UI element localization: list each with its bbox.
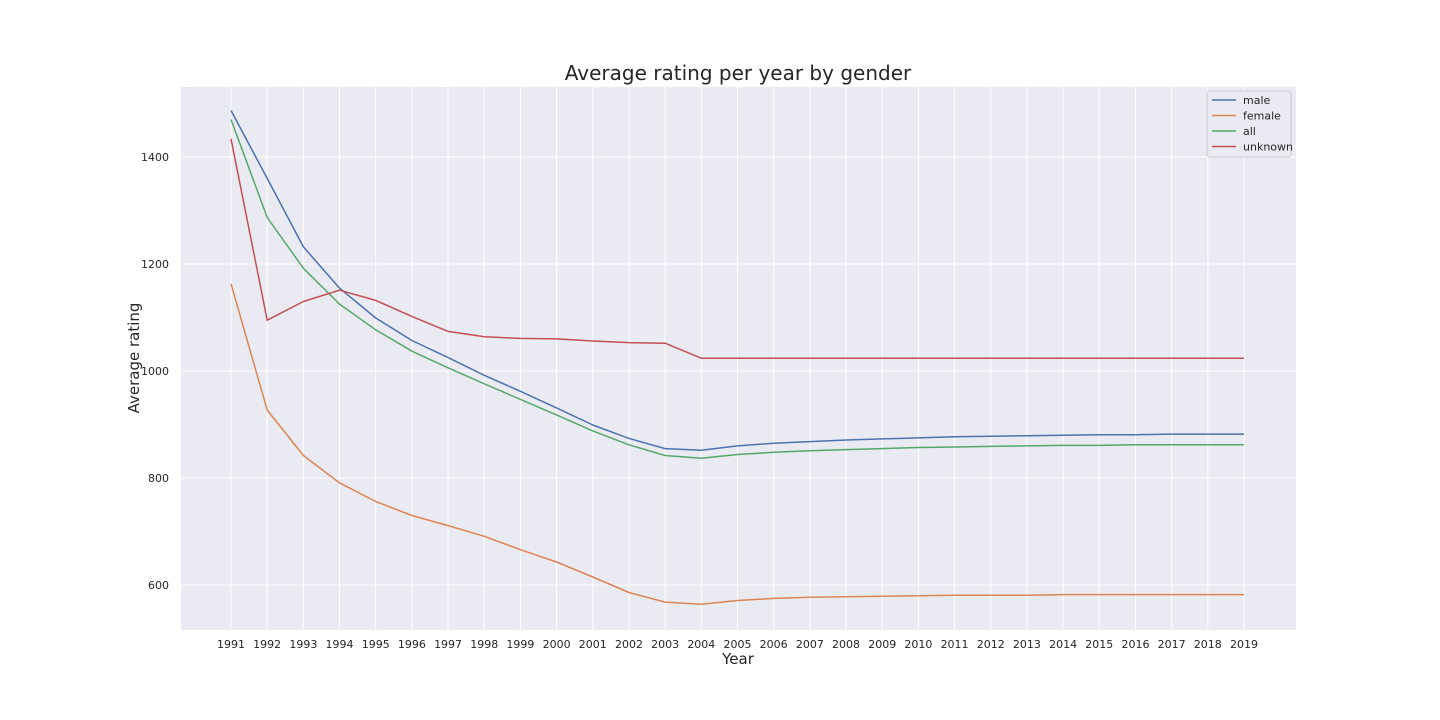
x-tick-label: 1997: [434, 638, 462, 651]
x-tick-label: 2005: [724, 638, 752, 651]
series-lines: [230, 110, 1244, 606]
x-tick-label: 1991: [217, 638, 245, 651]
series-line-male: [230, 110, 1244, 451]
y-tick-label: 1000: [141, 365, 169, 378]
x-tick-label: 1994: [326, 638, 354, 651]
x-tick-label: 1993: [289, 638, 317, 651]
legend-label: male: [1243, 94, 1271, 107]
x-tick-label: 2009: [868, 638, 896, 651]
x-tick-label: 2014: [1049, 638, 1077, 651]
x-tick-label: 1996: [398, 638, 426, 651]
x-tick-label: 2004: [687, 638, 715, 651]
y-tick-label: 800: [148, 472, 169, 485]
x-tick-label: 2006: [760, 638, 788, 651]
x-tick-label: 2007: [796, 638, 824, 651]
x-tick-label: 2001: [579, 638, 607, 651]
x-tick-label: 2019: [1230, 638, 1258, 651]
x-tick-label: 2015: [1085, 638, 1113, 651]
legend-label: unknown: [1243, 141, 1293, 154]
x-tick-label: 2013: [1013, 638, 1041, 651]
legend-box: [1206, 90, 1292, 158]
x-tick-label: 1995: [362, 638, 390, 651]
series-line-all: [230, 119, 1244, 459]
x-tick-label: 2016: [1121, 638, 1149, 651]
legend-label: female: [1243, 110, 1281, 123]
y-axis-ticks: 600 800 1000 1200 1400: [141, 151, 169, 592]
x-tick-label: 1998: [470, 638, 498, 651]
x-tick-label: 2003: [651, 638, 679, 651]
x-tick-label: 2018: [1194, 638, 1222, 651]
series-line-female: [230, 283, 1244, 606]
y-axis-label: Average rating: [125, 303, 143, 414]
x-axis-label: Year: [721, 650, 755, 668]
legend: male female all unknown: [1206, 90, 1293, 158]
x-axis-ticks: 1991 1992 1993 1994 1995 1996 1997 1998 1999 2000…: [217, 638, 1258, 651]
series-line-unknown: [230, 138, 1244, 359]
x-tick-label: 2012: [977, 638, 1005, 651]
x-tick-label: 2008: [832, 638, 860, 651]
legend-label: all: [1243, 125, 1256, 138]
x-tick-label: 2010: [904, 638, 932, 651]
y-tick-label: 600: [148, 579, 169, 592]
x-tick-label: 2000: [543, 638, 571, 651]
x-tick-label: 2002: [615, 638, 643, 651]
x-tick-label: 2011: [941, 638, 969, 651]
x-tick-label: 2017: [1158, 638, 1186, 651]
y-tick-label: 1200: [141, 258, 169, 271]
x-tick-label: 1999: [506, 638, 534, 651]
x-tick-label: 1992: [253, 638, 281, 651]
y-tick-label: 1400: [141, 151, 169, 164]
chart-title: Average rating per year by gender: [565, 61, 912, 85]
